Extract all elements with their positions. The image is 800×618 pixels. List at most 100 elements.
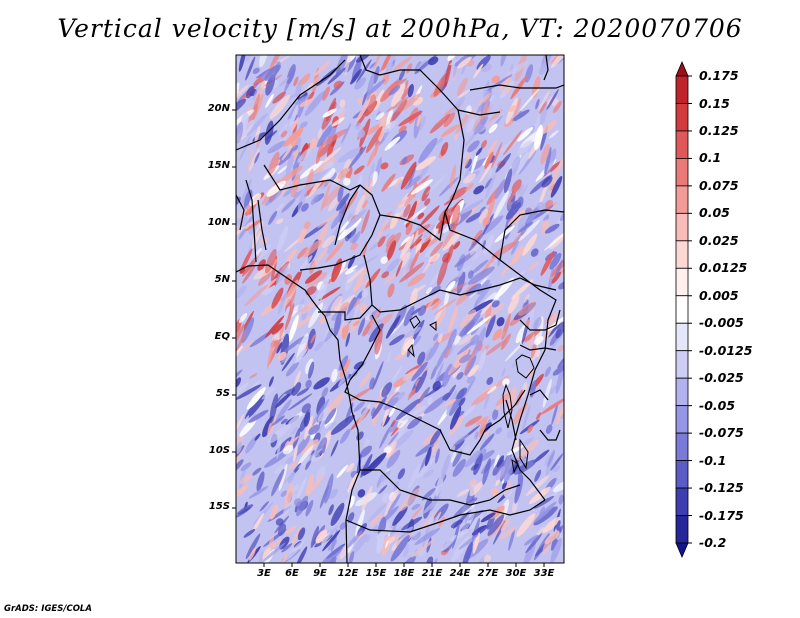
field-streak <box>508 231 524 251</box>
field-streak <box>346 267 365 284</box>
colorbar <box>675 60 692 559</box>
field-streak <box>449 96 466 116</box>
field-streak <box>381 271 390 279</box>
field-streak <box>483 554 492 563</box>
field-streak <box>266 180 286 197</box>
field-streak <box>399 262 425 283</box>
field-streak <box>383 273 397 285</box>
colorbar-swatch <box>675 212 689 242</box>
field-streak <box>313 377 330 390</box>
field-streak <box>357 532 366 539</box>
colorbar-label: -0.175 <box>699 507 744 523</box>
field-streak <box>541 176 553 188</box>
field-streak <box>320 270 332 301</box>
field-streak <box>465 538 489 560</box>
field-streak <box>463 150 472 168</box>
field-streak <box>495 466 505 481</box>
field-streak <box>357 489 366 498</box>
field-streak <box>555 321 564 339</box>
field-streak <box>415 370 428 394</box>
field-streak <box>337 185 344 203</box>
field-streak <box>280 418 288 425</box>
field-streak <box>456 387 468 400</box>
field-streak <box>383 397 399 410</box>
field-streak <box>352 533 368 554</box>
field-streak <box>280 490 288 497</box>
field-streak <box>299 98 313 108</box>
field-streak <box>378 484 388 495</box>
field-streak <box>305 286 317 296</box>
lat-label: 15N <box>207 160 230 171</box>
field-streak <box>410 179 433 195</box>
field-streak <box>484 177 493 189</box>
lat-label: 20N <box>207 103 230 114</box>
field-streak <box>308 474 324 494</box>
field-streak <box>303 240 322 258</box>
field-streak <box>293 370 301 387</box>
field-streak <box>390 419 396 428</box>
field-streak <box>352 320 360 327</box>
field-streak <box>238 55 247 72</box>
field-streak <box>558 494 564 505</box>
field-streak <box>236 84 250 104</box>
field-streak <box>264 315 285 338</box>
field-streak <box>343 177 351 186</box>
field-streak <box>328 194 341 212</box>
field-streak <box>529 380 537 398</box>
field-streak <box>381 382 393 398</box>
field-streak <box>384 487 399 517</box>
field-streak <box>288 460 300 470</box>
field-streak <box>317 127 323 139</box>
field-streak <box>470 513 484 530</box>
field-streak <box>278 165 303 184</box>
field-streak <box>307 91 315 102</box>
field-streak <box>490 487 499 496</box>
field-streak <box>321 185 342 209</box>
field-streak <box>277 165 289 175</box>
field-streak <box>236 226 246 239</box>
field-streak <box>328 556 337 563</box>
field-streak <box>445 280 456 293</box>
colorbar-swatch <box>675 405 689 434</box>
field-streak <box>355 55 371 63</box>
field-streak <box>265 248 277 274</box>
field-streak <box>425 235 441 248</box>
field-streak <box>450 204 461 233</box>
field-streak <box>505 202 521 220</box>
field-streak <box>467 140 480 153</box>
field-streak <box>483 389 491 410</box>
field-streak <box>482 457 491 485</box>
field-streak <box>387 283 395 298</box>
field-streak <box>269 55 284 71</box>
field-streak <box>236 196 241 206</box>
field-streak <box>482 217 491 226</box>
field-streak <box>462 404 476 418</box>
field-streak <box>456 77 468 96</box>
field-streak <box>487 514 505 536</box>
field-streak <box>453 241 461 250</box>
field-streak <box>328 488 338 499</box>
lon-label: 18E <box>393 568 415 579</box>
field-streak <box>283 237 302 253</box>
field-streak <box>331 106 345 120</box>
field-streak <box>450 335 461 346</box>
field-streak <box>279 77 290 87</box>
field-streak <box>289 104 299 128</box>
field-streak <box>236 345 243 359</box>
field-streak <box>297 298 305 313</box>
field-streak <box>407 83 414 98</box>
field-streak <box>338 355 349 371</box>
field-streak <box>465 212 482 223</box>
field-streak <box>252 512 265 533</box>
field-streak <box>293 76 299 87</box>
field-streak <box>484 151 494 169</box>
field-streak <box>503 129 523 156</box>
field-streak <box>361 289 368 298</box>
field-streak <box>499 527 517 540</box>
field-streak <box>389 334 405 346</box>
field-streak <box>316 274 329 300</box>
field-streak <box>542 539 550 555</box>
field-streak <box>424 446 432 467</box>
field-streak <box>387 78 408 91</box>
field-streak <box>267 337 282 367</box>
